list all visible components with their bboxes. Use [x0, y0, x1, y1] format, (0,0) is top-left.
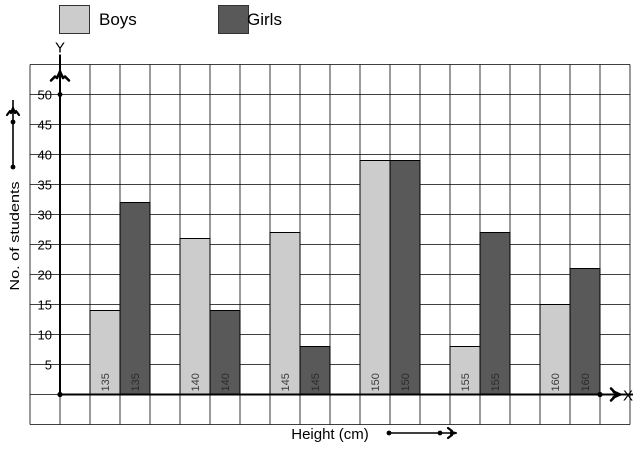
- svg-text:160: 160: [550, 373, 562, 391]
- svg-text:135: 135: [100, 373, 112, 391]
- svg-text:140: 140: [220, 373, 232, 391]
- svg-text:145: 145: [280, 373, 292, 391]
- svg-text:155: 155: [460, 373, 472, 391]
- svg-text:45: 45: [38, 118, 52, 133]
- svg-text:140: 140: [190, 373, 202, 391]
- svg-text:Y: Y: [55, 40, 65, 57]
- svg-text:25: 25: [38, 238, 52, 253]
- svg-text:15: 15: [38, 298, 52, 313]
- svg-text:No. of students: No. of students: [8, 181, 22, 290]
- svg-text:30: 30: [38, 208, 52, 223]
- svg-text:20: 20: [38, 268, 52, 283]
- svg-text:Height (cm): Height (cm): [291, 426, 369, 443]
- svg-text:135: 135: [130, 373, 142, 391]
- svg-text:10: 10: [38, 328, 52, 343]
- svg-text:150: 150: [400, 373, 412, 391]
- svg-text:50: 50: [38, 88, 52, 103]
- svg-text:35: 35: [38, 178, 52, 193]
- svg-text:40: 40: [38, 148, 52, 163]
- svg-text:150: 150: [370, 373, 382, 391]
- svg-text:155: 155: [490, 373, 502, 391]
- svg-text:145: 145: [310, 373, 322, 391]
- svg-text:X: X: [623, 388, 633, 405]
- svg-text:160: 160: [580, 373, 592, 391]
- svg-text:5: 5: [45, 358, 52, 373]
